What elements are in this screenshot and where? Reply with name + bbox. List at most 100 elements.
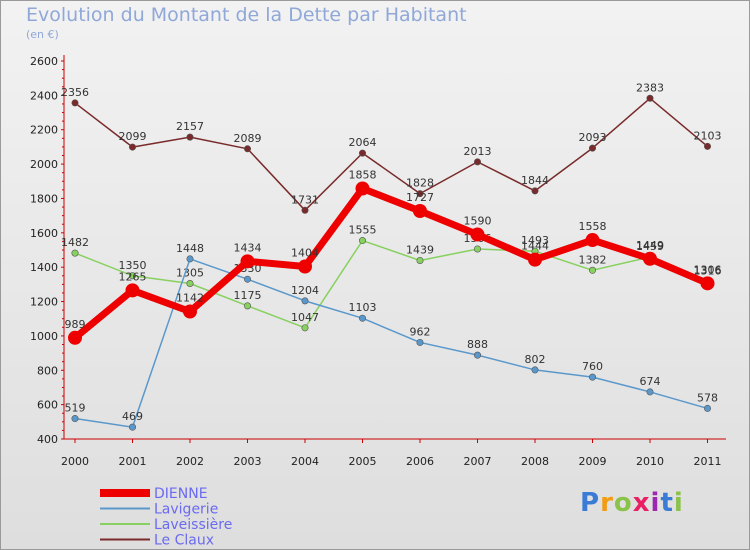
data-label-laveissi-re: 1350 <box>119 259 147 272</box>
data-label-laveissi-re: 1482 <box>61 236 89 249</box>
logo-letter: r <box>600 488 614 518</box>
y-tick-label: 800 <box>37 364 58 377</box>
data-point-laveissi-re <box>301 324 309 332</box>
y-tick-label: 1200 <box>30 296 58 309</box>
data-label-lavigerie: 802 <box>525 353 546 366</box>
data-label-laveissi-re: 1459 <box>636 240 664 253</box>
logo-letter: t <box>660 488 674 518</box>
data-label-dienne: 1558 <box>579 220 607 233</box>
data-label-laveissi-re: 1316 <box>694 265 722 278</box>
series-line-laveissi-re <box>74 239 708 329</box>
data-point-lavigerie <box>186 255 194 263</box>
data-point-le-claux <box>301 206 309 214</box>
data-label-dienne: 1404 <box>291 246 319 259</box>
data-point-le-claux <box>358 149 366 157</box>
data-point-lavigerie <box>588 373 596 381</box>
x-tick-label: 2005 <box>349 455 377 468</box>
data-point-le-claux <box>646 94 654 102</box>
data-point-lavigerie <box>129 423 137 431</box>
x-tick-label: 2003 <box>234 455 262 468</box>
series-line-dienne <box>72 184 709 341</box>
data-point-dienne <box>355 181 370 196</box>
data-point-le-claux <box>416 190 424 198</box>
data-label-laveissi-re: 1493 <box>521 234 549 247</box>
logo-letter: i <box>673 488 684 518</box>
y-tick-label: 2200 <box>30 124 58 137</box>
data-label-laveissi-re: 1047 <box>291 311 319 324</box>
data-point-laveissi-re <box>473 245 481 253</box>
legend-label-dienne: DIENNE <box>154 486 208 502</box>
x-tick-label: 2010 <box>636 455 664 468</box>
data-point-laveissi-re <box>588 266 596 274</box>
data-point-lavigerie <box>244 275 252 283</box>
data-label-dienne: 1142 <box>176 292 204 305</box>
data-point-le-claux <box>473 158 481 166</box>
logo-letter: x <box>632 488 651 518</box>
data-label-le-claux: 2103 <box>694 129 722 142</box>
y-tick-label: 1600 <box>30 227 58 240</box>
data-point-lavigerie <box>416 338 424 346</box>
data-point-laveissi-re <box>416 256 424 264</box>
y-tick-label: 600 <box>37 399 58 412</box>
data-point-lavigerie <box>703 404 711 412</box>
data-label-laveissi-re: 1305 <box>176 267 204 280</box>
series-line-lavigerie <box>74 258 708 428</box>
data-point-dienne <box>700 276 715 291</box>
y-tick-label: 2600 <box>30 55 58 68</box>
data-label-le-claux: 2099 <box>119 130 147 143</box>
data-point-dienne <box>240 254 255 269</box>
data-label-lavigerie: 1448 <box>176 242 204 255</box>
legend-label-lavigerie: Lavigerie <box>154 502 218 518</box>
data-label-dienne: 1444 <box>521 240 549 253</box>
series-line-le-claux <box>74 97 708 212</box>
data-point-dienne <box>298 259 312 274</box>
data-point-dienne <box>125 283 140 298</box>
data-label-le-claux: 1844 <box>521 174 549 187</box>
data-point-le-claux <box>531 187 539 195</box>
data-point-dienne <box>643 251 657 266</box>
data-label-le-claux: 2383 <box>636 81 664 94</box>
x-tick-label: 2000 <box>61 455 89 468</box>
data-point-dienne <box>585 233 600 248</box>
data-label-dienne: 1265 <box>119 270 147 283</box>
y-tick-label: 2400 <box>30 89 58 102</box>
y-tick-label: 2000 <box>30 158 58 171</box>
data-point-le-claux <box>703 142 711 150</box>
data-point-lavigerie <box>473 351 481 359</box>
data-label-lavigerie: 469 <box>122 410 143 423</box>
x-tick-label: 2011 <box>694 455 722 468</box>
data-label-laveissi-re: 1439 <box>406 243 434 256</box>
data-label-dienne: 1434 <box>234 241 262 254</box>
data-label-dienne: 1858 <box>349 168 377 181</box>
x-tick-label: 2006 <box>406 455 434 468</box>
data-label-le-claux: 2093 <box>579 131 607 144</box>
y-tick-label: 1400 <box>30 261 58 274</box>
data-label-laveissi-re: 1555 <box>349 224 377 237</box>
data-point-dienne <box>183 304 197 319</box>
logo-letter: i <box>650 488 661 518</box>
data-point-le-claux <box>71 99 79 107</box>
data-label-le-claux: 2356 <box>61 86 89 99</box>
data-label-dienne: 1590 <box>464 215 492 228</box>
data-label-lavigerie: 1204 <box>291 284 319 297</box>
data-label-lavigerie: 578 <box>697 391 718 404</box>
x-tick-label: 2002 <box>176 455 204 468</box>
data-label-lavigerie: 519 <box>65 402 86 415</box>
data-point-laveissi-re <box>244 302 252 310</box>
data-point-dienne <box>470 227 485 242</box>
data-label-lavigerie: 1103 <box>349 301 377 314</box>
legend-label-laveissi-re: Laveissière <box>154 517 232 533</box>
data-label-lavigerie: 888 <box>467 338 488 351</box>
logo-letter: o <box>613 488 633 518</box>
data-label-dienne: 989 <box>65 318 86 331</box>
data-label-lavigerie: 674 <box>640 375 661 388</box>
y-tick-label: 1000 <box>30 330 58 343</box>
data-point-lavigerie <box>531 366 539 374</box>
data-label-lavigerie: 760 <box>582 360 603 373</box>
data-point-dienne <box>528 252 542 267</box>
data-label-le-claux: 1731 <box>291 193 319 206</box>
y-tick-label: 1800 <box>30 192 58 205</box>
data-point-dienne <box>413 203 427 218</box>
